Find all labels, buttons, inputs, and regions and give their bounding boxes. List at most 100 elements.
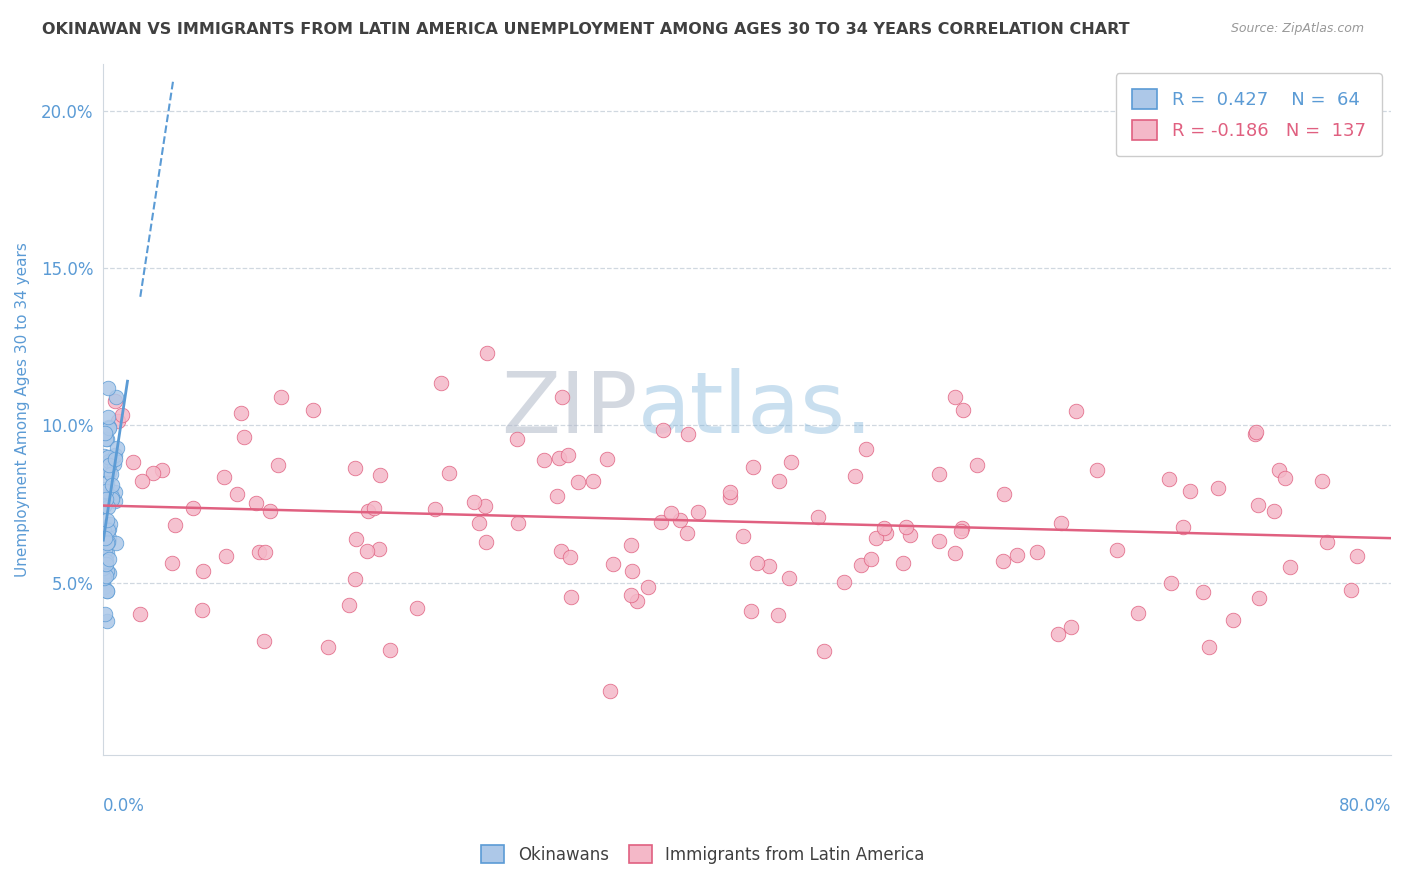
- Point: [558, 550, 581, 565]
- Text: atlas.: atlas.: [638, 368, 873, 451]
- Point: [637, 580, 659, 594]
- Point: [1222, 613, 1244, 627]
- Point: [98, 458, 121, 472]
- Point: [183, 500, 205, 515]
- Point: [659, 506, 682, 520]
- Point: [96, 432, 118, 446]
- Point: [98, 485, 121, 500]
- Point: [96, 463, 118, 477]
- Point: [94, 492, 117, 507]
- Point: [252, 634, 274, 648]
- Point: [100, 491, 122, 506]
- Point: [96, 583, 118, 598]
- Point: [873, 521, 896, 535]
- Point: [567, 475, 589, 490]
- Point: [94, 533, 117, 548]
- Point: [1047, 626, 1070, 640]
- Point: [1157, 472, 1180, 486]
- Point: [550, 544, 572, 558]
- Point: [94, 531, 117, 545]
- Point: [1346, 549, 1368, 563]
- Point: [1263, 503, 1285, 517]
- Point: [94, 554, 117, 568]
- Point: [254, 544, 277, 558]
- Point: [467, 516, 489, 531]
- Point: [943, 390, 966, 404]
- Point: [94, 426, 117, 441]
- Point: [477, 346, 499, 360]
- Point: [463, 495, 485, 509]
- Point: [745, 556, 768, 570]
- Point: [1249, 591, 1271, 606]
- Point: [1126, 606, 1149, 620]
- Point: [1310, 475, 1333, 489]
- Text: ZIP: ZIP: [501, 368, 638, 451]
- Point: [832, 575, 855, 590]
- Point: [1198, 640, 1220, 654]
- Point: [620, 538, 643, 552]
- Point: [93, 497, 115, 511]
- Point: [93, 544, 115, 558]
- Point: [96, 513, 118, 527]
- Point: [259, 504, 281, 518]
- Point: [232, 429, 254, 443]
- Point: [229, 407, 252, 421]
- Point: [599, 683, 621, 698]
- Point: [97, 381, 120, 395]
- Point: [1316, 534, 1339, 549]
- Point: [506, 432, 529, 446]
- Point: [247, 545, 270, 559]
- Point: [160, 556, 183, 570]
- Point: [548, 450, 571, 465]
- Point: [163, 517, 186, 532]
- Point: [212, 470, 235, 484]
- Point: [97, 410, 120, 425]
- Point: [122, 455, 145, 469]
- Point: [1274, 471, 1296, 485]
- Point: [557, 448, 579, 462]
- Point: [669, 513, 692, 527]
- Point: [891, 557, 914, 571]
- Point: [101, 478, 124, 492]
- Point: [96, 433, 118, 447]
- Point: [97, 500, 120, 515]
- Point: [896, 520, 918, 534]
- Point: [104, 536, 127, 550]
- Point: [928, 533, 950, 548]
- Point: [1244, 427, 1267, 442]
- Point: [813, 643, 835, 657]
- Point: [344, 532, 367, 546]
- Point: [779, 455, 801, 469]
- Point: [950, 521, 973, 535]
- Point: [943, 546, 966, 560]
- Legend: Okinawans, Immigrants from Latin America: Okinawans, Immigrants from Latin America: [474, 838, 932, 871]
- Point: [378, 643, 401, 657]
- Point: [93, 524, 115, 538]
- Point: [849, 558, 872, 572]
- Point: [316, 640, 339, 654]
- Point: [96, 536, 118, 550]
- Point: [1191, 585, 1213, 599]
- Point: [150, 463, 173, 477]
- Point: [97, 450, 120, 465]
- Point: [506, 516, 529, 531]
- Point: [758, 558, 780, 573]
- Point: [245, 496, 267, 510]
- Text: OKINAWAN VS IMMIGRANTS FROM LATIN AMERICA UNEMPLOYMENT AMONG AGES 30 TO 34 YEARS: OKINAWAN VS IMMIGRANTS FROM LATIN AMERIC…: [42, 22, 1130, 37]
- Point: [720, 490, 742, 504]
- Point: [96, 546, 118, 560]
- Point: [1171, 520, 1194, 534]
- Point: [97, 566, 120, 580]
- Point: [1244, 425, 1267, 439]
- Point: [676, 427, 699, 442]
- Point: [104, 448, 127, 462]
- Point: [1064, 403, 1087, 417]
- Point: [560, 590, 582, 604]
- Point: [1340, 583, 1362, 598]
- Point: [993, 487, 1015, 501]
- Point: [337, 599, 360, 613]
- Point: [94, 483, 117, 498]
- Point: [952, 403, 974, 417]
- Legend: R =  0.427    N =  64, R = -0.186   N =  137: R = 0.427 N = 64, R = -0.186 N = 137: [1116, 73, 1382, 156]
- Point: [676, 525, 699, 540]
